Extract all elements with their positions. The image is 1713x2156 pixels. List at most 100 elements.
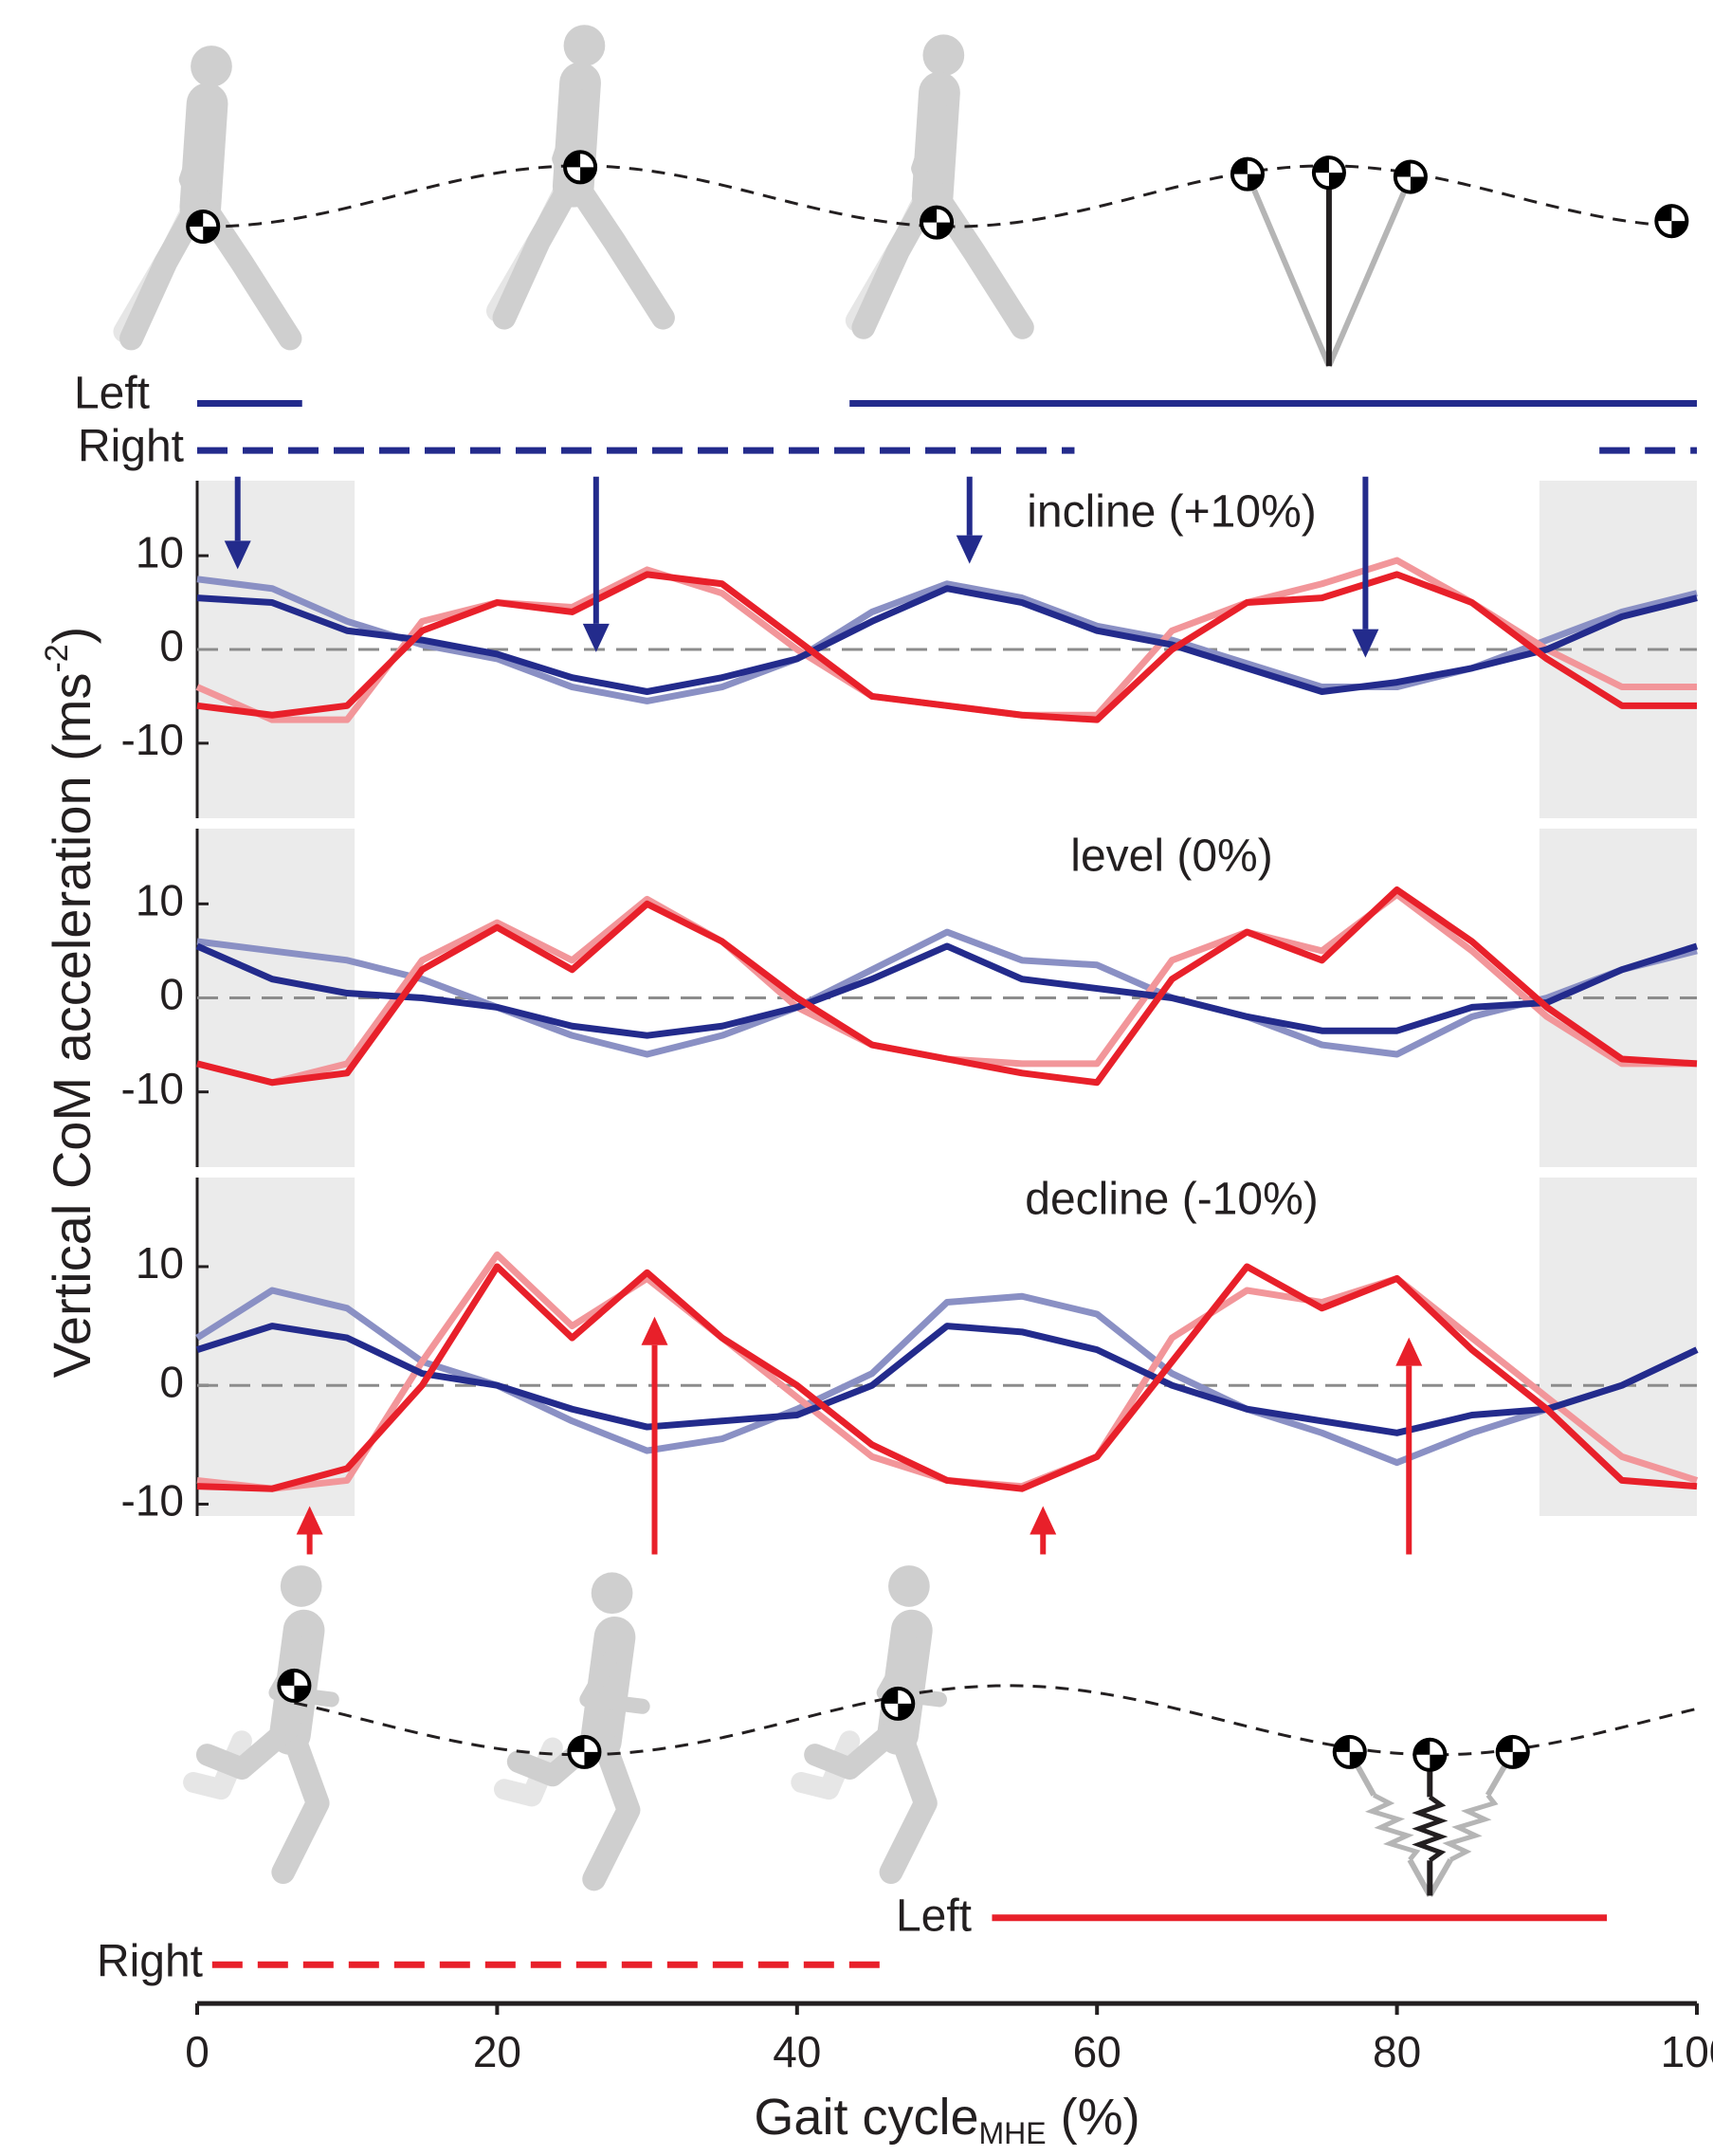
com-quadrant	[1410, 176, 1426, 192]
silhouette	[113, 46, 302, 351]
limb	[268, 1636, 339, 1708]
spring	[1364, 1793, 1421, 1862]
x-tick-label: 20	[473, 2027, 521, 2076]
y-tick-label: 0	[159, 970, 184, 1019]
com-quadrant	[569, 1736, 585, 1752]
leg	[1245, 173, 1332, 368]
spring	[1412, 1795, 1449, 1863]
com-quadrant	[1231, 158, 1248, 174]
stance-label: Right	[78, 422, 184, 472]
y-tick-label: 10	[136, 875, 184, 924]
silhouette	[791, 1565, 947, 1885]
com-quadrant	[1512, 1751, 1528, 1767]
silhouette	[845, 34, 1034, 339]
y-label-text: Vertical CoM acceleration (ms	[42, 673, 101, 1379]
x-label-sub: MHE	[978, 2116, 1046, 2150]
panel-annotation: incline (+10%)	[1027, 487, 1316, 538]
x-tick-label: 40	[773, 2027, 821, 2076]
limb	[561, 168, 675, 330]
data-line	[196, 585, 1698, 695]
y-tick-label: -10	[121, 1476, 184, 1526]
x-axis-label: Gait cycleMHE (%)	[754, 2089, 1139, 2150]
com-quadrant	[279, 1670, 295, 1686]
arrow-head	[296, 1506, 323, 1535]
limb	[271, 1715, 330, 1885]
leg	[1326, 175, 1413, 368]
com-quadrant	[1349, 1751, 1365, 1767]
limb	[492, 168, 586, 330]
com-quadrant	[1430, 1754, 1446, 1770]
com-quadrant	[203, 226, 219, 243]
y-tick-label: -10	[121, 1064, 184, 1113]
com-quadrant	[1656, 206, 1672, 222]
com-quadrant	[188, 210, 204, 227]
com-quadrant	[898, 1703, 914, 1719]
data-line	[195, 942, 1699, 1039]
shaded-region	[197, 1178, 355, 1516]
stance-label: Left	[896, 1891, 972, 1942]
arrow-head	[641, 1316, 668, 1345]
limb	[879, 1715, 938, 1885]
limb	[579, 1643, 650, 1714]
com-quadrant	[1328, 173, 1344, 189]
com-quadrant	[921, 207, 938, 223]
com-quadrant	[1671, 221, 1687, 237]
data-line	[196, 890, 1697, 1087]
arrow-head	[1352, 629, 1379, 658]
panel-annotation: decline (-10%)	[1025, 1175, 1318, 1225]
stance-label: Right	[97, 1937, 203, 1987]
head	[280, 1565, 322, 1607]
com-quadrant	[883, 1688, 899, 1704]
arrow-head	[582, 623, 610, 652]
x-label-text: Gait cycle	[754, 2089, 978, 2146]
com-trajectory	[203, 164, 1679, 228]
y-label-suffix: )	[42, 627, 101, 645]
com-quadrant	[580, 167, 596, 183]
x-tick-label: 0	[185, 2027, 210, 2076]
com-quadrant	[1497, 1736, 1513, 1752]
y-tick-label: 0	[159, 1357, 184, 1406]
arrow-head	[224, 540, 251, 570]
head	[191, 46, 232, 87]
limb	[851, 177, 945, 339]
com-quadrant	[1247, 174, 1263, 190]
spring	[1442, 1793, 1499, 1862]
y-tick-label: -10	[121, 715, 184, 764]
com-quadrant	[294, 1685, 310, 1701]
y-label-sup: -2	[39, 644, 75, 672]
limb	[552, 88, 589, 202]
head	[591, 1572, 633, 1615]
com-quadrant	[1313, 157, 1329, 174]
x-tick-label: 100	[1661, 2027, 1713, 2076]
limb	[178, 109, 215, 222]
data-line	[195, 1287, 1699, 1467]
limb	[876, 1636, 947, 1708]
limb	[582, 1722, 641, 1891]
leg	[1427, 1858, 1453, 1897]
com-quadrant	[1334, 1736, 1350, 1752]
shaded-region	[1539, 1178, 1697, 1516]
com-trajectory	[294, 1684, 1699, 1757]
x-tick-label: 60	[1073, 2027, 1121, 2076]
y-tick-label: 10	[136, 527, 184, 576]
limb	[195, 1715, 301, 1781]
limb	[911, 99, 947, 211]
head	[922, 34, 965, 77]
data-line	[196, 1263, 1698, 1492]
x-tick-label: 80	[1373, 2027, 1421, 2076]
arrow-head	[1030, 1506, 1057, 1535]
com-quadrant	[937, 222, 953, 238]
data-line	[196, 886, 1698, 1087]
silhouette	[183, 1565, 339, 1885]
com-quadrant	[1414, 1739, 1431, 1755]
com-quadrant	[565, 152, 581, 168]
silhouette	[493, 1572, 650, 1891]
leg	[1407, 1858, 1432, 1897]
y-tick-label: 10	[136, 1238, 184, 1288]
data-line	[196, 571, 1697, 723]
panel-annotation: level (0%)	[1070, 831, 1272, 882]
y-axis-label: Vertical CoM acceleration (ms-2)	[39, 627, 101, 1379]
stance-label: Left	[74, 369, 150, 419]
com-quadrant	[584, 1751, 600, 1767]
com-quadrant	[1394, 161, 1411, 177]
